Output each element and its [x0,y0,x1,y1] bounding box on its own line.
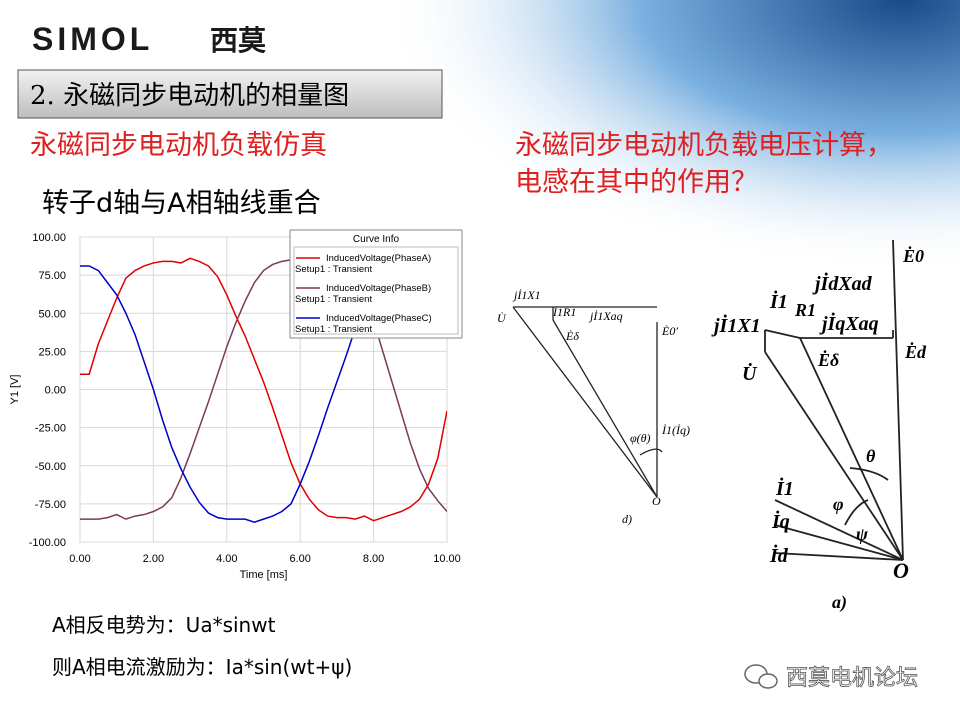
y-tick-label: -25.00 [35,423,66,435]
y-tick-label: 50.00 [38,308,66,320]
y-tick-label: -75.00 [35,499,66,511]
phasor-label: R1 [794,300,816,320]
x-tick-label: 6.00 [289,553,310,565]
y-tick-label: 100.00 [32,232,66,244]
legend-entry: InducedVoltage(PhaseA) [326,253,431,264]
y-tick-label: 0.00 [45,385,66,397]
footer-text: 则A相电流激励为：Ia*sin(wt+ψ) [52,655,352,679]
y-tick-label: -100.00 [29,537,66,549]
phasor-label: Ė0′ [661,324,678,338]
phasor-diagram-d [512,306,663,498]
legend-entry: InducedVoltage(PhaseC) [326,313,432,324]
phasor-label: Ė0 [902,245,924,266]
logo: SIMOL [32,21,153,57]
phasor-label: U̇ [742,361,758,385]
phasor-label: Ėδ [817,349,839,370]
x-axis-label: Time [ms] [240,569,288,581]
phasor-label: φ [833,494,844,514]
phasor-label: O [652,494,661,508]
right-heading: 电感在其中的作用？ [515,167,758,198]
legend-entry: InducedVoltage(PhaseB) [326,283,431,294]
subheading: 转子d轴与A相轴线重合 [42,188,321,219]
y-tick-label: 25.00 [38,346,66,358]
wechat-icon [744,664,778,689]
left-heading: 永磁同步电动机负载仿真 [30,130,327,161]
title-box [17,69,443,119]
legend-setup: Setup1 : Transient [295,324,372,335]
x-tick-label: 10.00 [433,553,461,565]
logo-cn: 西莫 [210,24,267,57]
phasor-label: İ1R1 [552,305,576,319]
phasor-label: İd [769,543,789,567]
data-line [80,257,447,522]
legend-title: Curve Info [353,234,400,245]
x-tick-label: 4.00 [216,553,237,565]
x-tick-label: 8.00 [363,553,384,565]
phasor-label: Ėd [904,341,927,362]
phasor-label: U̇ [497,311,507,325]
space-banner [380,0,960,300]
phasor-label: O [893,558,909,583]
legend-setup: Setup1 : Transient [295,264,372,275]
phasor-label: φ(θ) [630,431,651,445]
x-tick-label: 0.00 [69,553,90,565]
phasor-label: d) [622,512,632,526]
phasor-label: ψ [856,524,869,544]
watermark: 西莫电机论坛 [786,666,918,691]
phasor-label: İ1 [769,289,788,313]
y-axis-label: Y1 [V] [9,375,21,405]
phasor-label: jİ1X1 [512,288,541,302]
phasor-label: İ1(İq) [661,423,690,437]
legend-setup: Setup1 : Transient [295,294,372,305]
slide-title: 2. 永磁同步电动机的相量图 [30,81,349,111]
phasor-label: a) [832,592,847,613]
y-tick-label: 75.00 [38,270,66,282]
phasor-label: jİ1X1 [711,313,761,337]
phasor-label: jİqXaq [819,311,879,335]
phasor-label: jİ1Xaq [588,309,623,323]
phasor-diagram-a [764,239,904,561]
footer-text: A相反电势为：Ua*sinwt [52,613,276,637]
right-heading: 永磁同步电动机负载电压计算， [515,130,893,161]
x-tick-label: 2.00 [143,553,164,565]
phasor-label: Ėδ [565,329,579,343]
y-tick-label: -50.00 [35,461,66,473]
phasor-label: jİdXad [812,271,873,295]
data-line [80,257,447,520]
legend-inner [293,246,459,335]
phasor-label: İq [771,509,790,533]
phasor-label: θ [866,446,876,466]
phasor-label: İ1 [775,476,794,500]
